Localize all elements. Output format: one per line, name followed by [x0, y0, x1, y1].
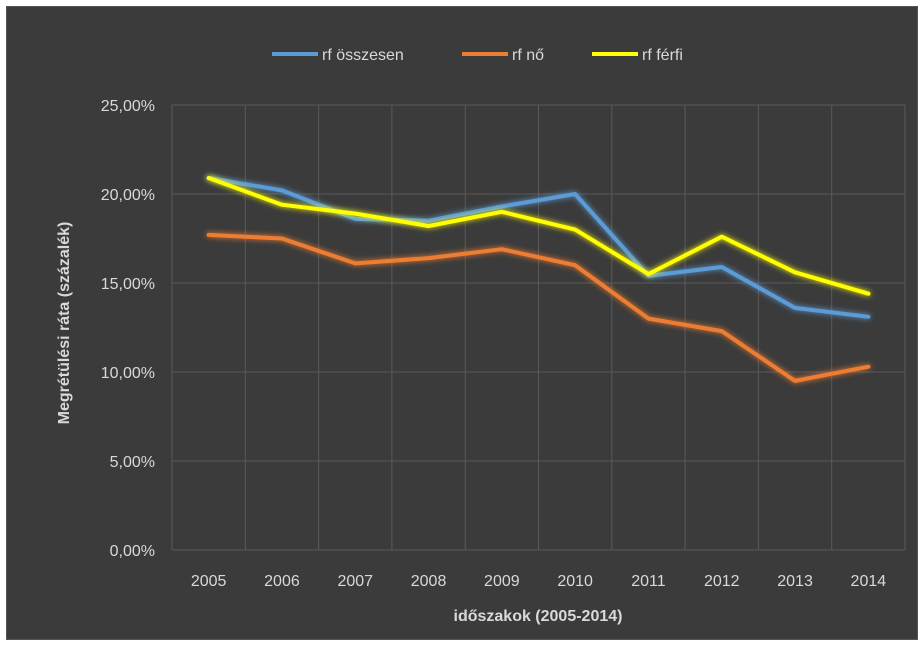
y-tick-label: 10,00% [101, 365, 155, 382]
gridlines [171, 104, 906, 551]
y-tick-label: 15,00% [101, 276, 155, 293]
y-tick-label: 5,00% [110, 454, 155, 471]
x-tick-label: 2007 [337, 573, 373, 590]
x-tick-label: 2006 [264, 573, 300, 590]
legend-label: rf férfi [642, 47, 683, 64]
legend: rf összesen rf nő rf férfi [272, 47, 683, 64]
legend-label: rf összesen [322, 47, 404, 64]
x-tick-label: 2013 [777, 573, 813, 590]
y-tick-label: 20,00% [101, 187, 155, 204]
x-tick-label: 2005 [191, 573, 227, 590]
y-axis-title: Megrétülési ráta (százalék) [56, 222, 73, 425]
x-tick-label: 2014 [851, 573, 887, 590]
x-tick-label: 2009 [484, 573, 520, 590]
x-tick-label: 2010 [557, 573, 593, 590]
legend-label: rf nő [512, 47, 544, 64]
x-axis-title: időszakok (2005-2014) [454, 608, 623, 625]
series-line-3 [206, 176, 871, 296]
x-tick-labels: 2005 2006 2007 2008 2009 2010 2011 2012 2013 2014 [191, 573, 886, 590]
series-lines [206, 176, 871, 383]
x-tick-label: 2011 [631, 573, 666, 590]
line-chart: 0,00%5,00%10,00%15,00%20,00%25,00% 2005 2… [56, 47, 906, 625]
y-tick-label: 25,00% [101, 98, 155, 115]
chart-area: 0,00% 5,00% 10,00% 15,00% 20,00% 25,00% 2005 2… [6, 6, 918, 640]
series-line-1 [206, 176, 871, 319]
x-tick-label: 2008 [411, 573, 447, 590]
y-tick-label: 0,00% [110, 543, 155, 560]
x-tick-label: 2012 [704, 573, 740, 590]
series-line-2 [206, 232, 871, 383]
y-tick-labels: 0,00% 5,00% 10,00% 15,00% 20,00% 25,00% [101, 98, 155, 560]
